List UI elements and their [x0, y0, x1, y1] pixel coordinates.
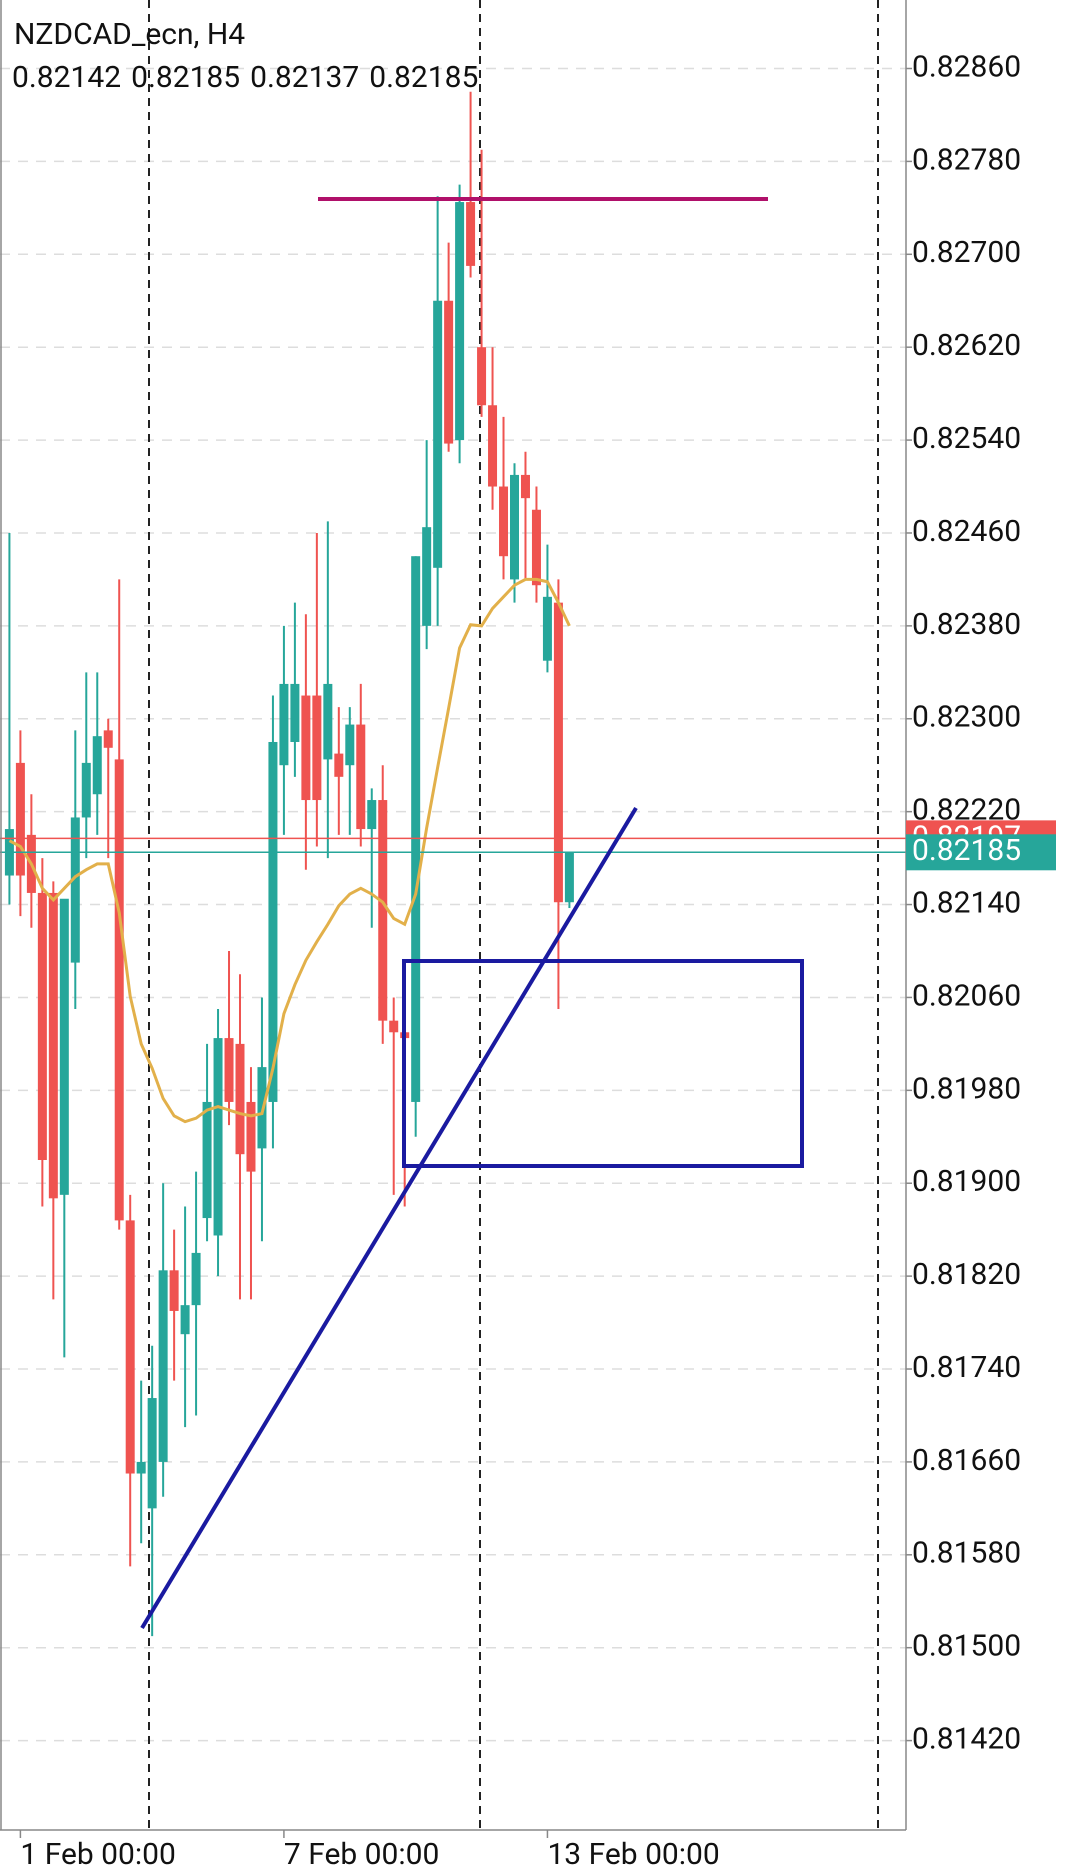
candle-body	[499, 486, 509, 557]
candle-body	[411, 556, 421, 1102]
candle-body	[81, 762, 91, 818]
price-tag-label: 0.82185	[912, 833, 1021, 868]
candle-body	[477, 347, 487, 406]
ohlc-value: 0.82137	[250, 60, 359, 95]
candle-body	[70, 817, 80, 963]
candle-body	[136, 1461, 146, 1474]
chart-title: NZDCAD_ecn, H4	[14, 17, 245, 52]
candle-body	[114, 759, 124, 1221]
candle-body	[202, 1101, 212, 1219]
candle-body	[125, 1220, 135, 1474]
candle-body	[213, 1038, 223, 1236]
candle-body	[158, 1270, 168, 1462]
candle-body	[510, 474, 519, 580]
y-tick-label: 0.81980	[912, 1071, 1021, 1106]
candle-body	[564, 852, 574, 903]
y-tick-label: 0.81420	[912, 1722, 1021, 1757]
moving-average	[8, 577, 571, 1124]
candle-body	[345, 724, 355, 766]
candle-body	[59, 898, 69, 1195]
candle-body	[290, 683, 300, 742]
candle-body	[378, 800, 388, 1021]
ohlc-value: 0.82185	[131, 60, 240, 95]
candle-body	[323, 683, 333, 760]
candle-body	[180, 1305, 190, 1335]
x-tick-label: 1 Feb 00:00	[20, 1837, 175, 1872]
ohlc-value: 0.82142	[12, 60, 121, 95]
x-tick-label: 7 Feb 00:00	[284, 1837, 439, 1872]
y-tick-label: 0.82380	[912, 607, 1021, 642]
y-tick-label: 0.81900	[912, 1164, 1021, 1199]
candle-body	[520, 474, 530, 499]
y-tick-label: 0.82460	[912, 514, 1021, 549]
drawings	[148, 0, 879, 1830]
y-tick-label: 0.81660	[912, 1443, 1021, 1478]
y-tick-label: 0.82860	[912, 49, 1021, 84]
y-tick-label: 0.81500	[912, 1629, 1021, 1664]
candle-body	[279, 683, 289, 766]
y-tick-label: 0.81820	[912, 1257, 1021, 1292]
rectangle	[402, 959, 804, 1168]
candle-body	[542, 596, 552, 661]
y-tick-label: 0.82540	[912, 421, 1021, 456]
candle-body	[169, 1270, 179, 1311]
trend-line	[140, 806, 638, 1630]
labels: 0.81420 0.81500 0.81580 0.81660 0.81740 0.818…	[19, 49, 1056, 1872]
candle-body	[37, 892, 47, 1161]
candle-body	[235, 1043, 245, 1155]
candle-body	[48, 892, 58, 1199]
candle-body	[268, 741, 278, 1102]
candle-body	[103, 730, 113, 748]
y-tick-label: 0.82060	[912, 978, 1021, 1013]
candle-body	[433, 300, 443, 568]
candle-body	[466, 202, 476, 266]
candle-body	[191, 1252, 201, 1306]
candle-body	[92, 736, 102, 795]
candle-body	[246, 1101, 256, 1172]
candle-body	[301, 695, 311, 801]
y-tick-label: 0.82700	[912, 235, 1021, 270]
candle-body	[15, 762, 25, 876]
candle-body	[422, 527, 432, 626]
y-tick-label: 0.82780	[912, 142, 1021, 177]
candle-body	[531, 509, 541, 586]
y-tick-label: 0.82300	[912, 700, 1021, 735]
candle-body	[553, 602, 563, 903]
candle-body	[224, 1038, 234, 1102]
y-tick-label: 0.82140	[912, 885, 1021, 920]
y-tick-label: 0.82620	[912, 328, 1021, 363]
candle-body	[147, 1398, 157, 1509]
candles	[0, 91, 906, 1637]
candle-body	[444, 300, 454, 444]
ohlc-header: 0.82142 0.82185 0.82137 0.82185	[12, 60, 478, 95]
x-tick-label: 13 Feb 00:00	[547, 1837, 719, 1872]
ohlc-value: 0.82185	[369, 60, 478, 95]
candle-body	[334, 753, 344, 777]
candle-body	[367, 800, 377, 830]
candle-body	[488, 405, 498, 487]
candle-body	[455, 202, 465, 441]
user-drawings	[140, 197, 804, 1630]
y-tick-label: 0.81580	[912, 1536, 1021, 1571]
price-tag	[906, 834, 1056, 871]
y-tick-label: 0.81740	[912, 1350, 1021, 1385]
candle-body	[389, 1020, 399, 1033]
candle-body	[356, 724, 366, 830]
candle-body	[312, 695, 322, 801]
